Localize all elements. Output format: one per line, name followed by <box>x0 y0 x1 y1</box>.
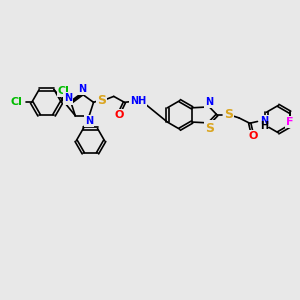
Text: S: S <box>224 108 233 122</box>
Text: Cl: Cl <box>58 86 70 96</box>
Text: Cl: Cl <box>10 98 22 107</box>
Text: N: N <box>206 97 214 107</box>
Text: N: N <box>64 94 72 103</box>
Text: O: O <box>114 110 124 120</box>
Text: N: N <box>260 116 268 126</box>
Text: F: F <box>286 117 294 128</box>
Text: N: N <box>79 84 87 94</box>
Text: N: N <box>85 116 93 126</box>
Text: O: O <box>248 131 257 141</box>
Text: H: H <box>260 121 268 131</box>
Text: S: S <box>98 94 106 107</box>
Text: NH: NH <box>130 96 146 106</box>
Text: S: S <box>205 122 214 134</box>
